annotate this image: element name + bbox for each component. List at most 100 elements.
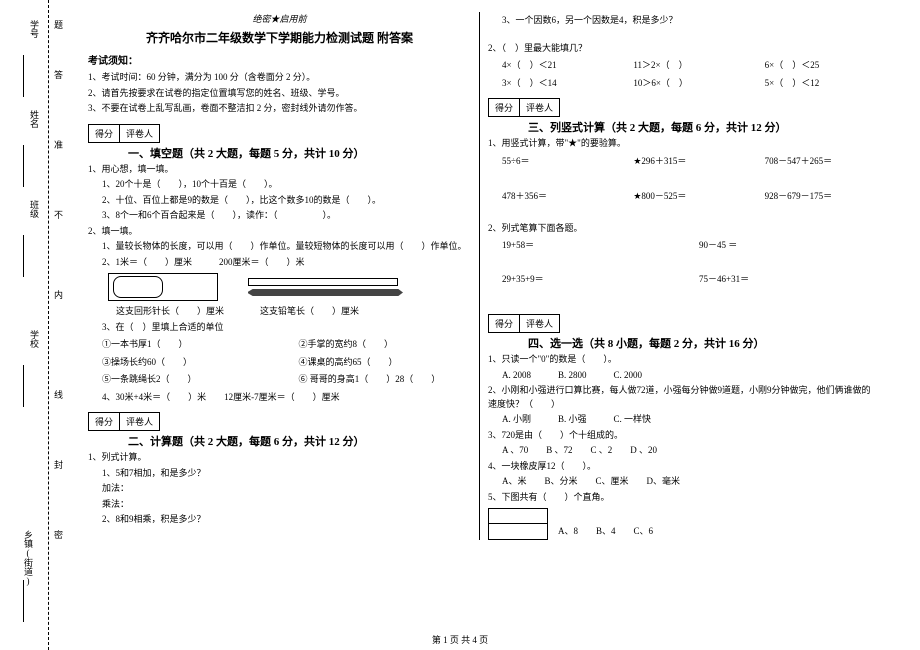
s4-q4: 4、一块橡皮厚12（ ）。: [488, 460, 872, 474]
section-1-title: 一、填空题（共 2 大题，每题 5 分，共计 10 分）: [128, 145, 471, 161]
right-column: 3、一个因数6，另一个因数是4，积是多少？ 2、（ ）里最大能填几？ 4×（ ）…: [480, 12, 880, 540]
calc-item: 75－46+31＝: [699, 273, 872, 287]
unit-row: ①一本书厚1（ ） ②手掌的宽约8（ ）: [102, 336, 471, 354]
q2-sub: 1、量较长物体的长度，可以用（ ）作单位。量较短物体的长度可以用（ ）作单位。: [102, 240, 471, 254]
calc-item: ★800－525＝: [633, 190, 740, 204]
field-underline: [23, 55, 24, 97]
field-class: 班级: [28, 200, 41, 218]
seal-char: 准: [52, 140, 65, 149]
s4-q3-opts: A 、70 B 、72 C 、2 D 、20: [502, 444, 872, 458]
paper-title: 齐齐哈尔市二年级数学下学期能力检测试题 附答案: [88, 29, 471, 46]
ineq-item: 3×（ ）＜14: [502, 77, 609, 91]
diagram-caption: 这支回形针长（ ）厘米 这支铅笔长（ ）厘米: [116, 305, 471, 319]
ruler-diagram-row: [108, 273, 471, 301]
notice-line: 1、考试时间：60 分钟，满分为 100 分（含卷面分 2 分）。: [88, 71, 471, 85]
reviewer-label: 评卷人: [120, 413, 159, 430]
binding-margin: 学号 姓名 班级 学校 乡镇(街道) 题 答 准 不 内 线 封 密: [0, 0, 70, 650]
reviewer-label: 评卷人: [520, 99, 559, 116]
spacer: [488, 206, 872, 220]
score-box: 得分 评卷人: [488, 314, 560, 333]
score-label: 得分: [89, 413, 120, 430]
pencil-graphic: [248, 278, 403, 296]
score-label: 得分: [489, 99, 520, 116]
field-student-id: 学号: [28, 20, 41, 38]
s4-q2: 2、小刚和小强进行口算比赛，每人做72道，小强每分钟做9道题，小刚9分钟做完，他…: [488, 384, 872, 411]
q1-sub: 2、十位、百位上都是9的数是（ ），比这个数多10的数是（ ）。: [102, 194, 471, 208]
score-box: 得分 评卷人: [88, 124, 160, 143]
seal-char: 线: [52, 390, 65, 399]
s2-mul: 乘法：: [102, 498, 471, 512]
seal-char: 内: [52, 290, 65, 299]
page-footer: 第 1 页 共 4 页: [0, 633, 920, 646]
ineq-row: 3×（ ）＜14 10＞6×（ ） 5×（ ）＜12: [502, 75, 872, 93]
s4-q5-row: A、8 B、4 C、6: [488, 506, 872, 540]
rtop-line: 3、一个因数6，另一个因数是4，积是多少？: [502, 14, 872, 28]
s3-q1h: 1、用竖式计算，带"★"的要验算。: [488, 137, 872, 151]
q1-sub: 1、20个十是（ ），10个十百是（ ）。: [102, 178, 471, 192]
notice-line: 3、不要在试卷上乱写乱画，卷面不整洁扣 2 分，密封线外请勿作答。: [88, 102, 471, 116]
calc-item: 29+35+9＝: [502, 273, 675, 287]
score-box: 得分 评卷人: [88, 412, 160, 431]
pencil-scale: [248, 278, 398, 286]
q1-sub: 3、8个一和6个百合起来是（ ），读作：（ ）。: [102, 209, 471, 223]
s4-q3: 3、720是由（ ）个十组成的。: [488, 429, 872, 443]
q1-heading: 1、用心想，填一填。: [88, 163, 471, 177]
field-underline: [23, 235, 24, 277]
calc-row: 19+58＝ 90－45 ＝: [502, 237, 872, 255]
ruler-graphic: [108, 273, 218, 301]
seal-char: 答: [52, 70, 65, 79]
field-underline: [23, 580, 24, 622]
s4-q4-opts: A、米 B、分米 C、厘米 D、毫米: [502, 475, 872, 489]
calc-item: 19+58＝: [502, 239, 675, 253]
s4-q2-opts: A. 小刚 B. 小强 C. 一样快: [502, 413, 872, 427]
calc-item: 928－679－175＝: [765, 190, 872, 204]
field-underline: [23, 365, 24, 407]
unit-item: ③操场长约60（ ）: [102, 356, 275, 370]
calc-item: 478＋356＝: [502, 190, 609, 204]
spacer: [488, 288, 872, 308]
section-4-title: 四、选一选（共 8 小题，每题 2 分，共计 16 分）: [528, 335, 872, 351]
left-column: 绝密★启用前 齐齐哈尔市二年级数学下学期能力检测试题 附答案 考试须知： 1、考…: [80, 12, 480, 540]
q2-heading: 2、填一填。: [88, 225, 471, 239]
s4-q5-opts: A、8 B、4 C、6: [558, 525, 653, 539]
q2-sub: 2、1米＝（ ）厘米 200厘米＝（ ）米: [102, 256, 471, 270]
reviewer-label: 评卷人: [120, 125, 159, 142]
unit-item: ⑥ 哥哥的身高1（ ）28（ ）: [299, 373, 472, 387]
calc-row: 478＋356＝ ★800－525＝ 928－679－175＝: [502, 188, 872, 206]
s2-add: 加法：: [102, 482, 471, 496]
rectangle-midline: [489, 509, 547, 524]
s4-q1: 1、只读一个"0"的数是（ ）。: [488, 353, 872, 367]
calc-item: 708－547＋265＝: [765, 155, 872, 169]
secret-tag: 绝密★启用前: [88, 12, 471, 25]
score-label: 得分: [489, 315, 520, 332]
seal-char: 密: [52, 530, 65, 539]
spacer: [488, 30, 872, 40]
ineq-row: 4×（ ）＜21 11＞2×（ ） 6×（ ）＜25: [502, 57, 872, 75]
calc-item: ★296＋315＝: [633, 155, 740, 169]
rtop-line: 2、（ ）里最大能填几？: [488, 42, 872, 56]
ineq-item: 11＞2×（ ）: [633, 59, 740, 73]
seal-char: 题: [52, 20, 65, 29]
s4-q1-opts: A. 2008 B. 2800 C. 2000: [502, 369, 872, 383]
calc-row: 55÷6＝ ★296＋315＝ 708－547＋265＝: [502, 153, 872, 171]
unit-item: ①一本书厚1（ ）: [102, 338, 275, 352]
unit-item: ⑤一条跳绳长2（ ）: [102, 373, 275, 387]
page-content: 绝密★启用前 齐齐哈尔市二年级数学下学期能力检测试题 附答案 考试须知： 1、考…: [80, 12, 900, 540]
exam-notice-heading: 考试须知：: [88, 52, 471, 67]
ineq-item: 4×（ ）＜21: [502, 59, 609, 73]
s3-q2h: 2、列式笔算下面各题。: [488, 222, 872, 236]
ineq-item: 5×（ ）＜12: [765, 77, 872, 91]
ruler-ticks: [109, 290, 217, 300]
s2-q1-1: 1、5和7相加，和是多少？: [102, 467, 471, 481]
binding-dashed-line: [48, 0, 49, 650]
field-name: 姓名: [28, 110, 41, 128]
spacer: [488, 170, 872, 188]
ineq-item: 6×（ ）＜25: [765, 59, 872, 73]
field-township: 乡镇(街道): [22, 530, 35, 586]
calc-item: 55÷6＝: [502, 155, 609, 169]
section-2-title: 二、计算题（共 2 大题，每题 6 分，共计 12 分）: [128, 433, 471, 449]
spacer: [488, 255, 872, 271]
section-3-title: 三、列竖式计算（共 2 大题，每题 6 分，共计 12 分）: [528, 119, 872, 135]
reviewer-label: 评卷人: [520, 315, 559, 332]
s4-q5: 5、下图共有（ ）个直角。: [488, 491, 872, 505]
